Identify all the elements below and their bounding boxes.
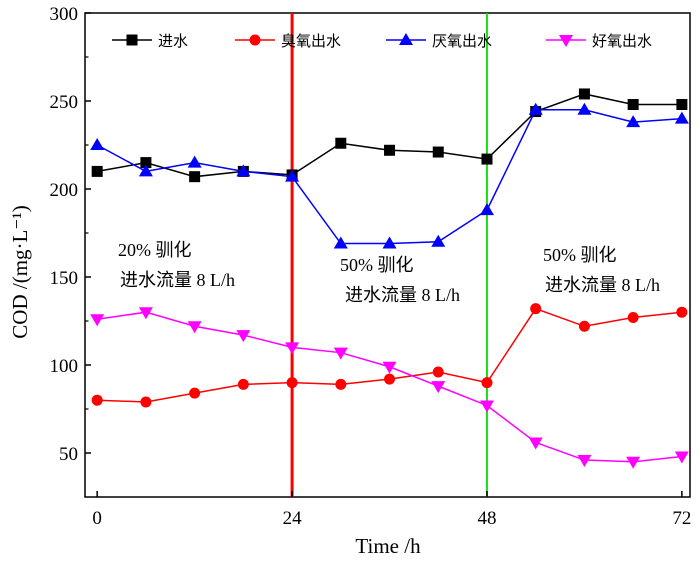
data-point — [577, 102, 592, 115]
series-line-2 — [97, 307, 682, 403]
annotation-1-line2: 进水流量 8 L/h — [120, 270, 235, 290]
series-line-4 — [97, 311, 682, 463]
legend-label: 好氧出水 — [592, 32, 652, 50]
data-point — [530, 303, 542, 315]
data-point — [676, 306, 688, 318]
plot-frame — [84, 12, 691, 498]
x-tick-label: 0 — [92, 508, 102, 529]
annotation-3-line2: 进水流量 8 L/h — [545, 275, 660, 295]
x-axis-title: Time /h — [355, 534, 421, 558]
data-point — [627, 311, 639, 323]
annotation-1-line1: 20% 驯化 — [118, 240, 192, 260]
data-point — [674, 451, 689, 464]
y-tick-label: 250 — [50, 92, 79, 113]
x-tick-label: 72 — [672, 508, 691, 529]
annotation-2-line1: 50% 驯化 — [340, 255, 414, 275]
data-point — [479, 203, 494, 216]
data-point — [189, 171, 201, 183]
data-point — [578, 320, 590, 332]
data-point — [138, 164, 153, 177]
data-point — [285, 169, 300, 182]
series-2 — [91, 303, 688, 408]
data-point — [626, 115, 641, 128]
data-point — [333, 347, 348, 360]
legend-marker — [249, 34, 261, 46]
data-point — [432, 146, 444, 158]
data-point — [237, 378, 249, 390]
data-point — [91, 394, 103, 406]
data-point — [577, 455, 592, 468]
y-tick-label: 300 — [50, 4, 79, 25]
data-point — [286, 377, 298, 389]
data-point — [333, 236, 348, 249]
data-point — [431, 381, 446, 394]
data-point — [382, 236, 397, 249]
annotation-3-line1: 50% 驯化 — [543, 245, 617, 265]
data-point — [578, 88, 590, 100]
data-point — [626, 456, 641, 469]
data-point — [528, 102, 543, 115]
data-point — [187, 321, 202, 334]
legend-label: 厌氧出水 — [432, 32, 492, 50]
data-point — [384, 373, 396, 385]
data-point — [431, 234, 446, 247]
x-tick-label: 48 — [477, 508, 496, 529]
series-3 — [90, 102, 689, 249]
series-4 — [90, 307, 689, 469]
x-tick-label: 24 — [283, 508, 303, 529]
legend-marker — [559, 35, 573, 47]
data-point — [236, 164, 251, 177]
data-point — [384, 144, 396, 156]
data-point — [189, 387, 201, 399]
y-tick-label: 100 — [50, 356, 79, 377]
data-point — [676, 99, 688, 111]
data-point — [335, 378, 347, 390]
legend-marker — [399, 33, 413, 45]
data-point — [90, 138, 105, 150]
data-point — [285, 342, 300, 355]
data-point — [140, 396, 152, 408]
legend-label: 臭氧出水 — [281, 32, 341, 50]
legend-marker — [126, 34, 138, 46]
data-point — [481, 153, 493, 165]
data-point — [335, 137, 347, 149]
series-1 — [91, 88, 688, 183]
y-axis-title: COD /(mg·L⁻¹) — [8, 205, 32, 338]
data-point — [236, 330, 251, 343]
data-point — [90, 314, 105, 327]
y-tick-label: 200 — [50, 180, 79, 201]
data-point — [479, 400, 494, 413]
data-point — [528, 437, 543, 450]
data-point — [382, 361, 397, 374]
data-point — [187, 155, 202, 168]
data-point — [140, 157, 152, 169]
data-point — [674, 111, 689, 124]
data-point — [91, 165, 103, 177]
series-line-3 — [96, 109, 682, 245]
y-tick-label: 50 — [59, 444, 78, 465]
annotation-2-line2: 进水流量 8 L/h — [345, 285, 460, 305]
data-point — [627, 99, 639, 111]
y-tick-label: 150 — [50, 268, 79, 289]
legend-label: 进水 — [158, 32, 188, 50]
data-point — [138, 307, 153, 320]
data-point — [432, 366, 444, 378]
data-point — [481, 377, 493, 389]
